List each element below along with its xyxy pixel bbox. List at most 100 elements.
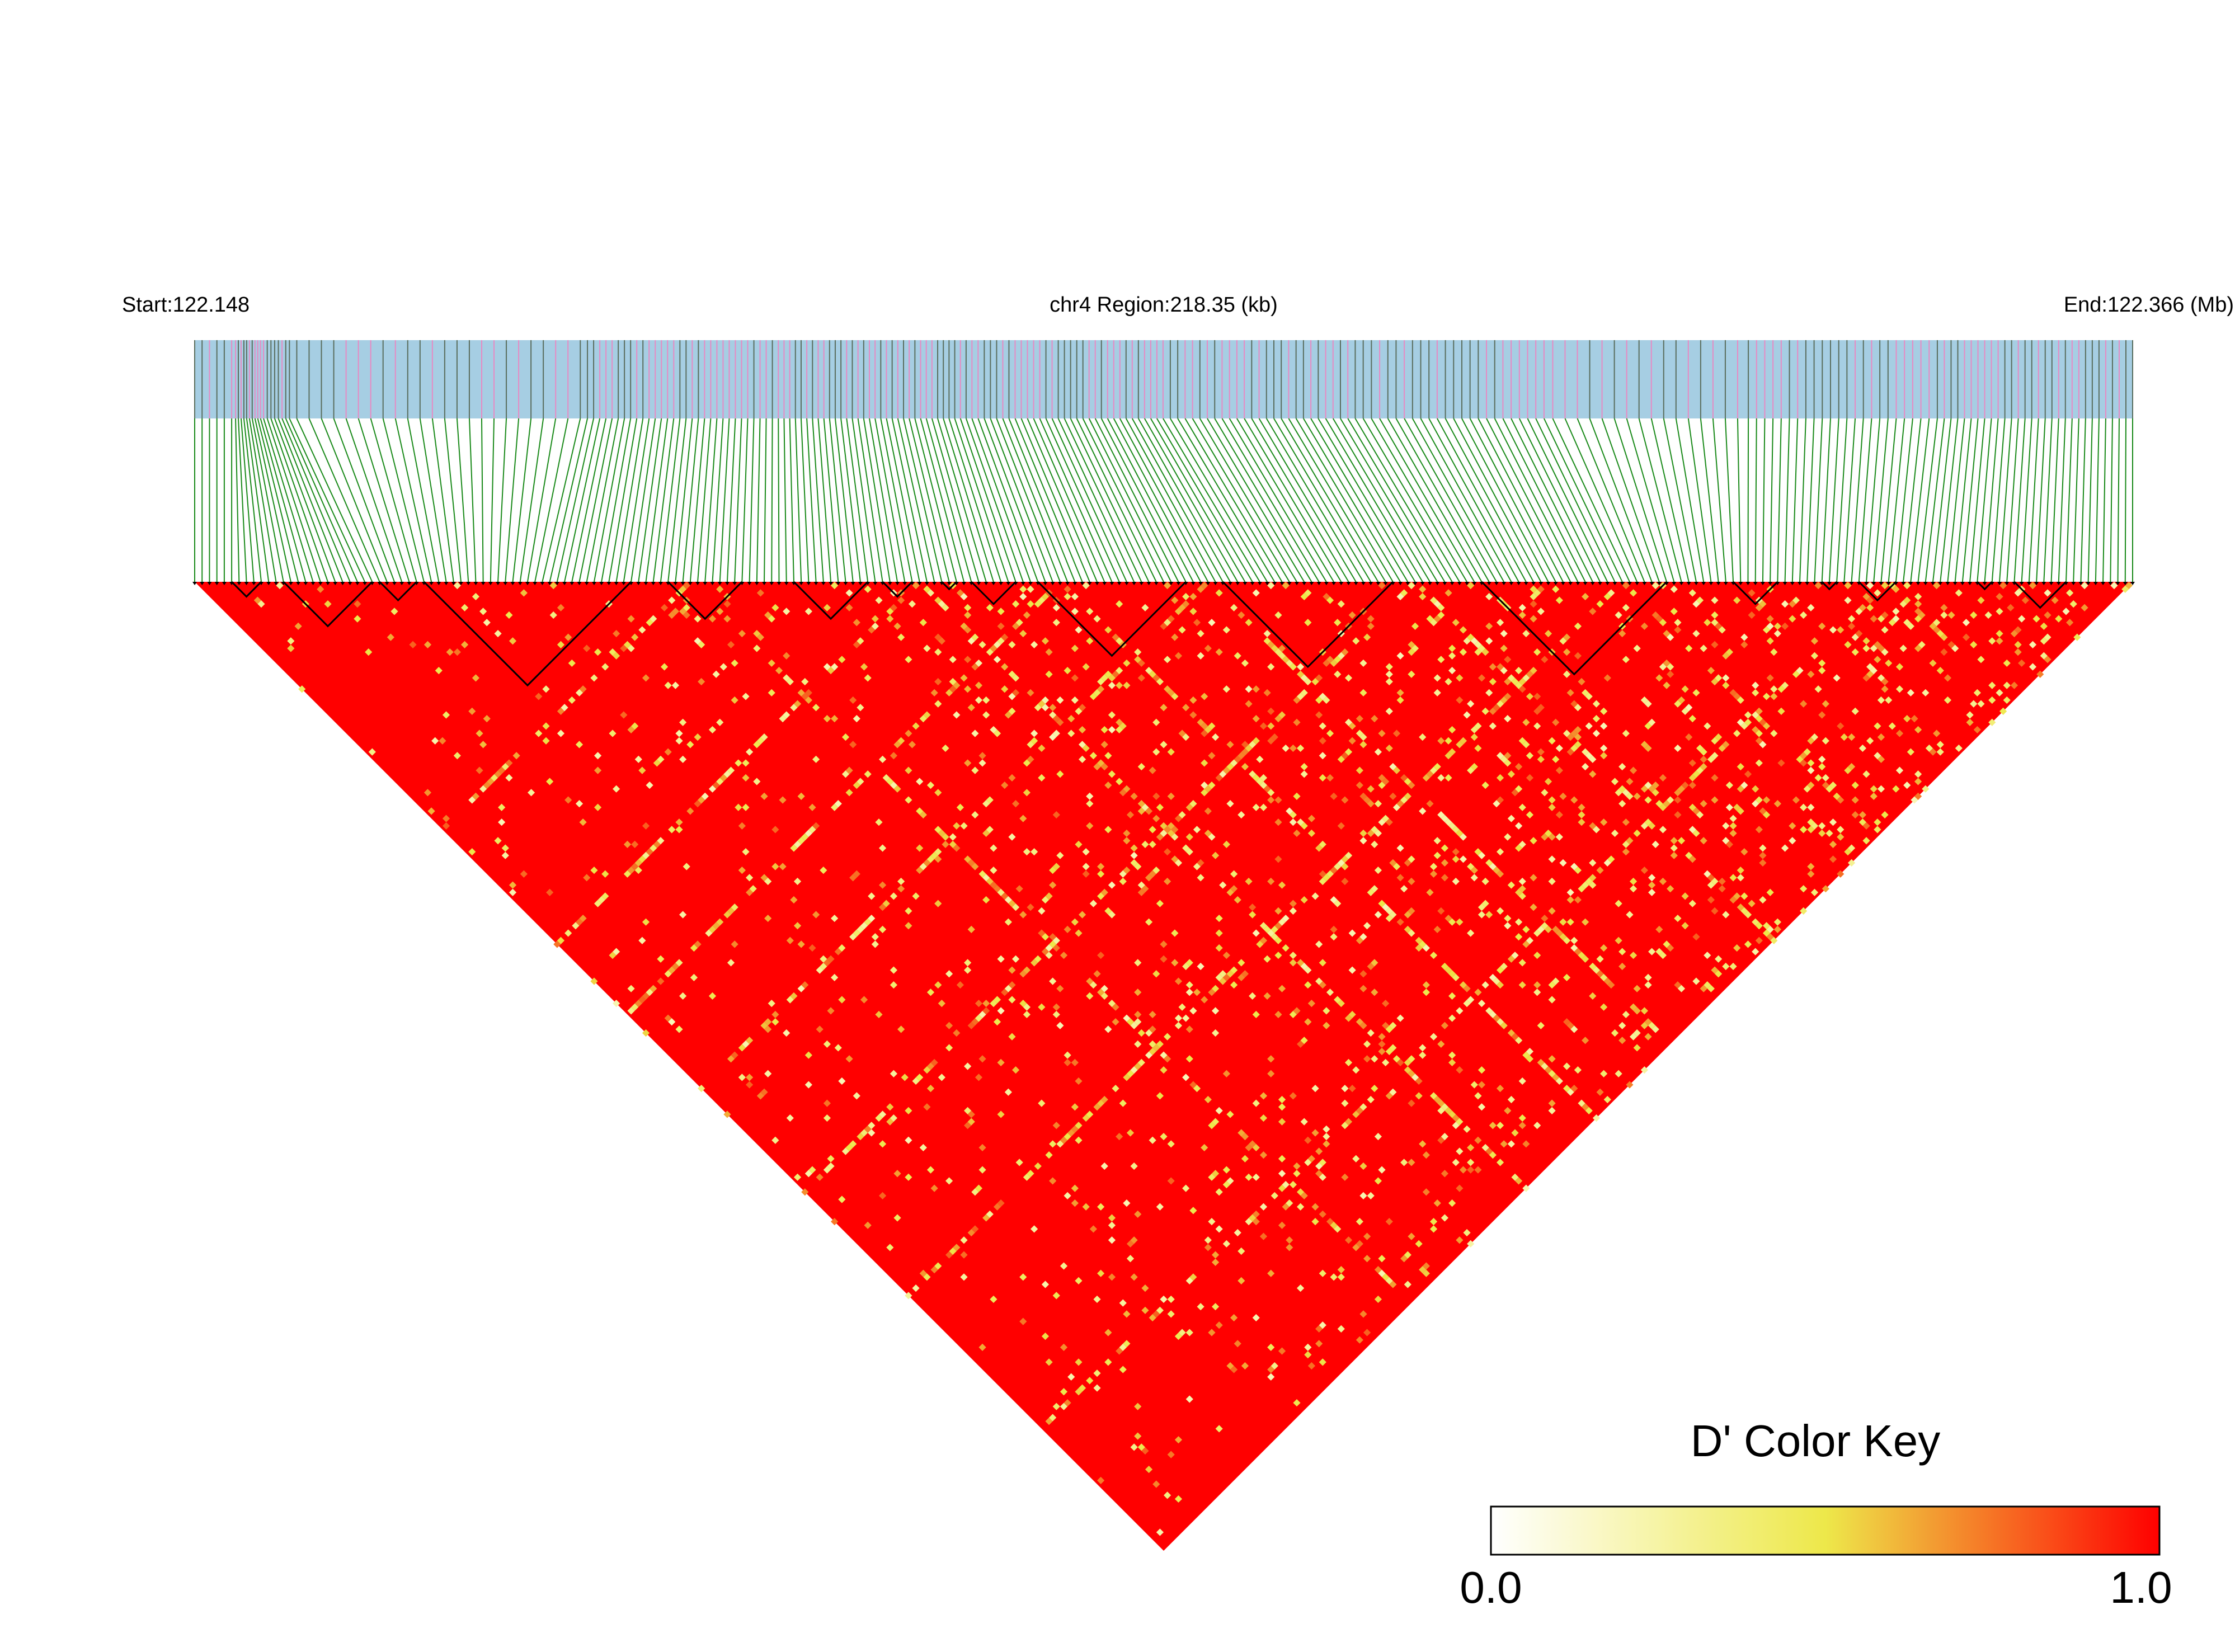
snp-marker bbox=[1198, 582, 1203, 585]
ld-cell bbox=[1807, 781, 1815, 789]
snp-marker bbox=[939, 582, 944, 585]
snp-connector bbox=[1119, 418, 1209, 582]
ld-cell bbox=[1027, 585, 1034, 593]
ld-cell bbox=[1441, 962, 1449, 971]
ld-cell bbox=[1552, 755, 1560, 763]
ld-cell bbox=[2081, 604, 2088, 611]
ld-cell bbox=[1914, 792, 1922, 801]
ld-cell bbox=[1130, 1443, 1138, 1451]
snp-marker bbox=[1502, 582, 1507, 585]
ld-cell bbox=[439, 737, 446, 745]
ld-block-outlines bbox=[231, 581, 2067, 687]
ld-cell bbox=[1404, 925, 1411, 934]
ld-cell bbox=[801, 981, 809, 989]
snp-marker bbox=[1605, 582, 1610, 585]
ld-cell bbox=[1252, 714, 1260, 723]
ld-cell bbox=[1996, 608, 2003, 615]
ld-cell bbox=[1415, 1240, 1423, 1248]
ld-cell bbox=[1086, 992, 1094, 1000]
ld-cell bbox=[1640, 741, 1648, 749]
ld-cell bbox=[1648, 1022, 1656, 1029]
ld-cell bbox=[1840, 733, 1848, 741]
ld-cell bbox=[760, 733, 768, 741]
ld-cell bbox=[934, 648, 942, 656]
ld-cell bbox=[860, 663, 868, 671]
ld-cell bbox=[1104, 1358, 1112, 1366]
ld-cell bbox=[1259, 722, 1268, 730]
ld-cell bbox=[1474, 641, 1482, 648]
ld-cell bbox=[1038, 596, 1046, 604]
ld-cell bbox=[1201, 781, 1208, 789]
ld-cell bbox=[2044, 611, 2052, 619]
ld-cell bbox=[1278, 1347, 1286, 1355]
ld-cell bbox=[716, 718, 724, 726]
ld-cell bbox=[1485, 911, 1493, 919]
ld-cell bbox=[804, 696, 812, 704]
ld-cell bbox=[926, 989, 935, 996]
ld-cell bbox=[1563, 670, 1571, 678]
ld-cell bbox=[1319, 1269, 1326, 1277]
snp-connector bbox=[1310, 418, 1409, 582]
ld-block-outline bbox=[231, 581, 262, 598]
ld-cell bbox=[1289, 959, 1297, 967]
ld-cell bbox=[1633, 1044, 1641, 1052]
ld-cell bbox=[1955, 589, 1963, 597]
ld-cell bbox=[926, 781, 935, 789]
ld-cell bbox=[1337, 1265, 1345, 1274]
ld-cell bbox=[668, 826, 676, 834]
ld-cell bbox=[1996, 637, 2003, 645]
ld-cell bbox=[723, 1110, 731, 1118]
ld-cell bbox=[1363, 633, 1371, 641]
ld-cell bbox=[590, 977, 598, 985]
snp-marker bbox=[377, 582, 382, 585]
ld-cell bbox=[1522, 718, 1530, 726]
ld-cell bbox=[1149, 1010, 1156, 1019]
ld-cell bbox=[1559, 859, 1567, 867]
ld-cell bbox=[1337, 1000, 1345, 1008]
snp-marker bbox=[688, 582, 693, 585]
ld-cell bbox=[1201, 759, 1208, 767]
ld-cell bbox=[494, 837, 502, 845]
ld-cell bbox=[986, 1210, 994, 1218]
snp-connector bbox=[444, 418, 462, 582]
snp-marker bbox=[754, 582, 759, 585]
ld-cell bbox=[1008, 641, 1016, 648]
ld-cell bbox=[1304, 1159, 1312, 1166]
ld-cell bbox=[1822, 781, 1829, 789]
ld-cell bbox=[1773, 925, 1781, 934]
ld-cell bbox=[1544, 778, 1552, 785]
ld-cell bbox=[1031, 1225, 1038, 1233]
ld-cell bbox=[1489, 677, 1497, 686]
snp-connector bbox=[800, 418, 810, 582]
snp-marker bbox=[821, 582, 826, 585]
ld-cell bbox=[564, 633, 572, 641]
ld-cell bbox=[1822, 774, 1829, 782]
ld-cell bbox=[1677, 696, 1686, 704]
ld-cell bbox=[956, 803, 964, 811]
ld-cell bbox=[871, 933, 879, 941]
snp-marker bbox=[200, 582, 205, 585]
snp-connector bbox=[817, 418, 832, 582]
ld-cell bbox=[964, 604, 972, 611]
ld-cell bbox=[623, 870, 632, 878]
snp-marker bbox=[333, 582, 338, 585]
ld-cell bbox=[679, 992, 687, 1000]
ld-cell bbox=[1222, 1070, 1230, 1077]
ld-cell bbox=[727, 1055, 735, 1063]
ld-cell bbox=[1174, 859, 1183, 867]
ld-cell bbox=[971, 863, 979, 870]
ld-cell bbox=[949, 677, 957, 686]
ld-cell bbox=[1274, 714, 1282, 723]
ld-cell bbox=[1533, 648, 1541, 656]
ld-cell bbox=[1866, 663, 1874, 671]
snp-connector bbox=[1527, 418, 1608, 582]
ld-cell bbox=[1456, 674, 1464, 682]
ld-cell bbox=[727, 641, 735, 648]
ld-cell bbox=[657, 755, 665, 763]
snp-marker bbox=[1760, 582, 1765, 585]
ld-cell bbox=[1493, 704, 1500, 712]
ld-cell bbox=[1071, 1199, 1079, 1207]
ld-cell bbox=[1537, 585, 1545, 593]
ld-cell bbox=[1899, 644, 1907, 652]
ld-cell bbox=[638, 626, 646, 634]
